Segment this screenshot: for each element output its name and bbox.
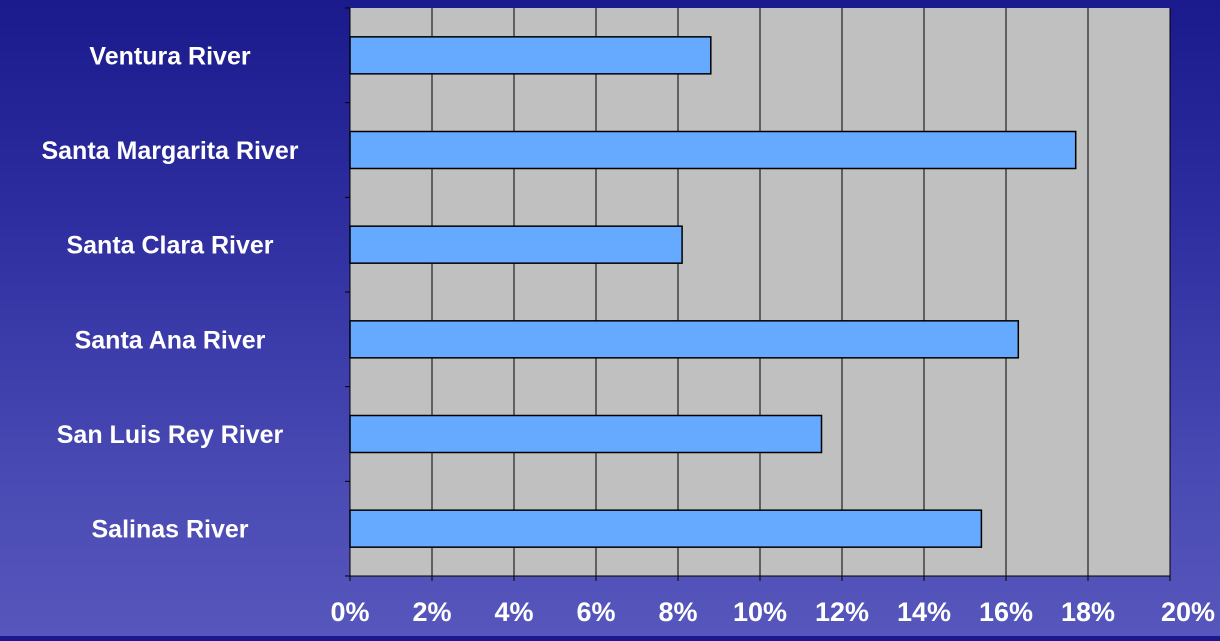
x-tick-label: 6% [576,597,615,627]
x-tick-label: 8% [658,597,697,627]
bar [349,509,983,548]
x-tick-label: 10% [733,597,787,627]
bar [349,320,1020,359]
category-label: Santa Ana River [75,326,266,354]
category-label: Ventura River [89,42,250,70]
category-label: Salinas River [91,516,248,544]
bar [349,225,683,264]
x-tick-label: 12% [815,597,869,627]
bar [349,414,823,454]
bar [349,130,1077,170]
x-tick-label: 16% [979,597,1033,627]
bar [349,36,712,75]
x-tick-label: 20% [1161,597,1215,627]
x-tick-label: 0% [330,597,369,627]
x-tick-label: 14% [897,597,951,627]
category-label: Santa Clara River [66,232,273,260]
category-label: San Luis Rey River [57,421,284,449]
x-tick-label: 18% [1061,597,1115,627]
x-tick-label: 2% [412,597,451,627]
x-tick-label: 4% [494,597,533,627]
category-label: Santa Margarita River [41,137,298,165]
